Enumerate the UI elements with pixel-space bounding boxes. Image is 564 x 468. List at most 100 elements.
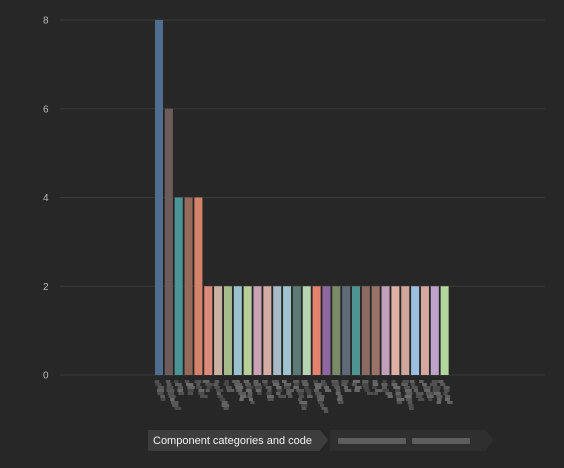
obscured-x-label <box>187 392 194 395</box>
obscured-x-label <box>432 386 441 389</box>
bar[interactable] <box>194 197 203 376</box>
bar[interactable] <box>253 286 262 375</box>
bar[interactable] <box>312 286 321 375</box>
obscured-x-label <box>387 395 393 398</box>
obscured-x-label <box>393 386 401 389</box>
bar[interactable] <box>292 286 301 375</box>
obscured-x-label <box>305 389 312 392</box>
bar[interactable] <box>155 20 163 375</box>
bar[interactable] <box>322 286 331 375</box>
obscured-x-label <box>155 383 162 386</box>
obscured-x-label <box>363 386 369 389</box>
obscured-x-label <box>320 380 326 383</box>
obscured-x-label <box>325 389 332 392</box>
obscured-x-label <box>250 401 255 404</box>
obscured-x-label <box>267 389 272 392</box>
obscured-x-label <box>407 401 413 404</box>
obscured-x-label <box>375 389 383 392</box>
obscured-x-label <box>443 392 448 395</box>
obscured-x-label <box>422 383 427 386</box>
obscured-x-label <box>334 386 340 389</box>
bar[interactable] <box>174 197 183 376</box>
obscured-x-label <box>415 392 424 395</box>
obscured-x-label <box>304 386 309 389</box>
obscured-x-label <box>253 380 259 383</box>
obscured-x-label <box>262 380 268 383</box>
obscured-x-label <box>323 386 329 389</box>
obscured-x-label <box>255 389 262 392</box>
bar[interactable] <box>342 286 351 375</box>
obscured-x-label <box>172 404 179 407</box>
obscured-x-label <box>301 404 308 407</box>
obscured-x-label <box>247 392 253 395</box>
obscured-x-label <box>361 383 369 386</box>
obscured-x-label <box>160 398 166 401</box>
obscured-x-label <box>408 404 414 407</box>
obscured-x-label <box>196 386 203 389</box>
bar[interactable] <box>361 286 370 375</box>
obscured-x-label <box>187 386 195 389</box>
bar[interactable] <box>233 286 242 375</box>
obscured-x-label <box>313 389 319 392</box>
bar[interactable] <box>243 286 252 375</box>
breadcrumb-next-obscured[interactable] <box>330 430 494 451</box>
obscured-x-label <box>351 383 357 386</box>
obscured-x-label <box>315 392 322 395</box>
obscured-x-label <box>423 386 431 389</box>
obscured-x-label <box>306 392 312 395</box>
bar[interactable] <box>391 286 400 375</box>
obscured-x-label <box>267 395 274 398</box>
bar[interactable] <box>184 197 193 376</box>
breadcrumb-current[interactable]: Component categories and code <box>148 430 328 451</box>
bar[interactable] <box>440 286 449 375</box>
bar[interactable] <box>381 286 390 375</box>
obscured-x-label <box>178 392 185 395</box>
bar[interactable] <box>371 286 380 375</box>
obscured-x-label <box>225 386 232 389</box>
obscured-x-label <box>234 383 242 386</box>
bar[interactable] <box>263 286 272 375</box>
bar[interactable] <box>332 286 341 375</box>
bar[interactable] <box>204 286 213 375</box>
obscured-x-label <box>284 386 291 389</box>
bar[interactable] <box>223 286 232 375</box>
obscured-x-label <box>175 383 182 386</box>
bar[interactable] <box>273 286 282 375</box>
bar[interactable] <box>302 286 311 375</box>
x-tick-labels-obscured <box>154 380 453 413</box>
obscured-x-label <box>424 389 431 392</box>
breadcrumb-current-label: Component categories and code <box>153 434 312 447</box>
obscured-x-label <box>293 386 299 389</box>
bar[interactable] <box>420 286 429 375</box>
obscured-x-label <box>447 401 453 404</box>
bar[interactable] <box>411 286 420 375</box>
bar[interactable] <box>283 286 292 375</box>
obscured-x-label <box>247 395 253 398</box>
obscured-x-label <box>410 383 415 386</box>
obscured-x-label <box>415 395 423 398</box>
obscured-x-label <box>187 389 194 392</box>
obscured-x-label <box>266 392 272 395</box>
bar[interactable] <box>214 286 223 375</box>
obscured-x-label <box>254 386 263 389</box>
obscured-x-label <box>246 386 254 389</box>
obscured-x-label <box>411 386 418 389</box>
obscured-x-label <box>157 386 165 389</box>
obscured-x-label <box>418 398 425 401</box>
bar[interactable] <box>352 286 360 375</box>
obscured-x-label <box>160 395 165 398</box>
y-tick-label: 8 <box>43 16 49 27</box>
obscured-x-label <box>276 386 282 389</box>
obscured-x-label <box>214 380 220 383</box>
bar[interactable] <box>430 286 439 375</box>
bar[interactable] <box>164 108 173 375</box>
obscured-x-label <box>265 386 272 389</box>
obscured-text <box>412 437 470 444</box>
obscured-x-label <box>165 380 171 383</box>
obscured-x-label <box>170 401 179 404</box>
obscured-x-label <box>314 383 323 386</box>
obscured-x-label <box>402 380 410 383</box>
bar[interactable] <box>401 286 410 375</box>
obscured-x-label <box>245 383 251 386</box>
obscured-x-label <box>200 395 208 398</box>
